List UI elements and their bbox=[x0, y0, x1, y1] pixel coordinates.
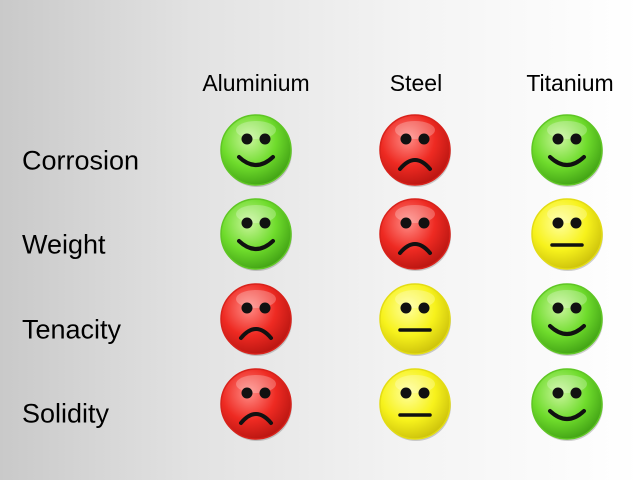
happy-face-icon bbox=[530, 282, 604, 356]
happy-face-icon bbox=[219, 197, 293, 271]
column-header-titanium: Titanium bbox=[526, 70, 614, 96]
row-label-weight: Weight bbox=[22, 229, 106, 260]
row-label-solidity: Solidity bbox=[22, 398, 110, 429]
column-header-steel: Steel bbox=[389, 70, 443, 96]
neutral-face-icon bbox=[378, 367, 452, 441]
happy-face-icon bbox=[530, 113, 604, 187]
row-label-corrosion: Corrosion bbox=[22, 145, 140, 176]
row-label-tenacity: Tenacity bbox=[22, 314, 122, 345]
sad-face-icon bbox=[378, 113, 452, 187]
neutral-face-icon bbox=[530, 197, 604, 271]
happy-face-icon bbox=[219, 113, 293, 187]
column-header-aluminium: Aluminium bbox=[202, 70, 310, 96]
sad-face-icon bbox=[219, 367, 293, 441]
neutral-face-icon bbox=[378, 282, 452, 356]
sad-face-icon bbox=[219, 282, 293, 356]
happy-face-icon bbox=[530, 367, 604, 441]
sad-face-icon bbox=[378, 197, 452, 271]
